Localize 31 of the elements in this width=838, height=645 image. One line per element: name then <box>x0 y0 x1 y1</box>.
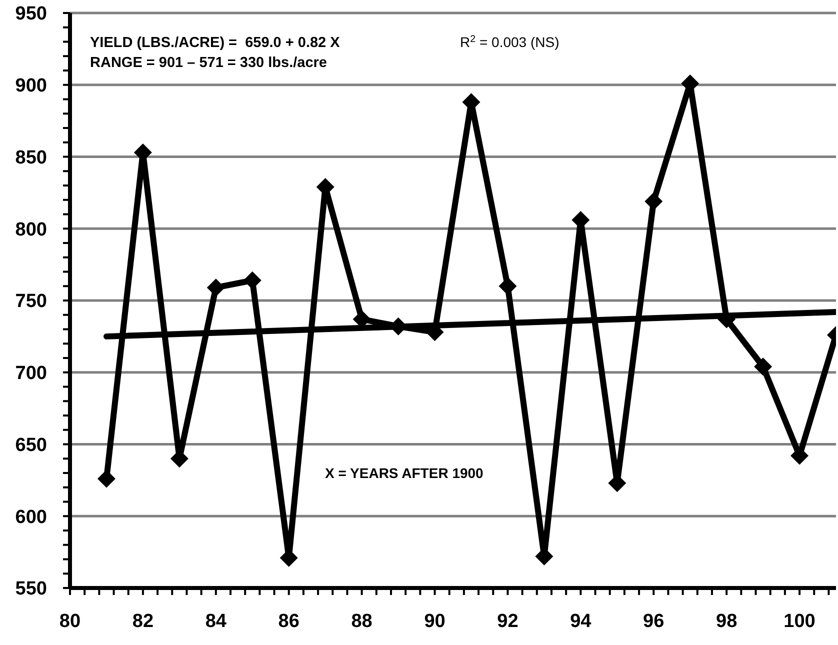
x-tick-label: 84 <box>205 611 227 632</box>
y-tick-label: 750 <box>15 291 47 312</box>
point <box>498 277 517 296</box>
x-tick-label: 88 <box>351 611 372 632</box>
x-tick-label: 96 <box>643 611 664 632</box>
annotation: X = YEARS AFTER 1900 <box>325 465 484 481</box>
point <box>644 192 663 210</box>
x-tick-label: 82 <box>132 611 154 632</box>
y-tick-label: 900 <box>15 76 47 97</box>
x-tick-label: 92 <box>497 611 518 632</box>
point <box>206 278 225 297</box>
y-tick-label: 550 <box>15 578 47 600</box>
x-tick-label: 98 <box>716 611 738 632</box>
annotation: R$^{2}$ = 0.003 (NS) <box>460 34 560 50</box>
x-tick-label: 100 <box>784 611 816 632</box>
y-tick-label: 800 <box>15 219 47 240</box>
y-tick-label: 600 <box>15 506 47 528</box>
point <box>97 470 116 488</box>
x-tick-label: 80 <box>59 611 81 632</box>
annotation: RANGE = 901 – 571 = 330 lbs./acre <box>90 55 327 71</box>
point <box>243 271 262 290</box>
x-tick-label: 90 <box>424 611 446 632</box>
y-tick-label: 700 <box>15 363 47 384</box>
y-tick-label: 850 <box>15 147 47 168</box>
point <box>754 358 772 376</box>
y-tick-label: 650 <box>15 434 47 456</box>
point <box>718 310 736 328</box>
y-tick-label: 950 <box>15 4 47 25</box>
x-tick-label: 86 <box>278 611 300 632</box>
x-tick-label: 94 <box>570 611 592 632</box>
annotation: YIELD (LBS./ACRE) = 659.0 + 0.82 X <box>90 35 340 51</box>
